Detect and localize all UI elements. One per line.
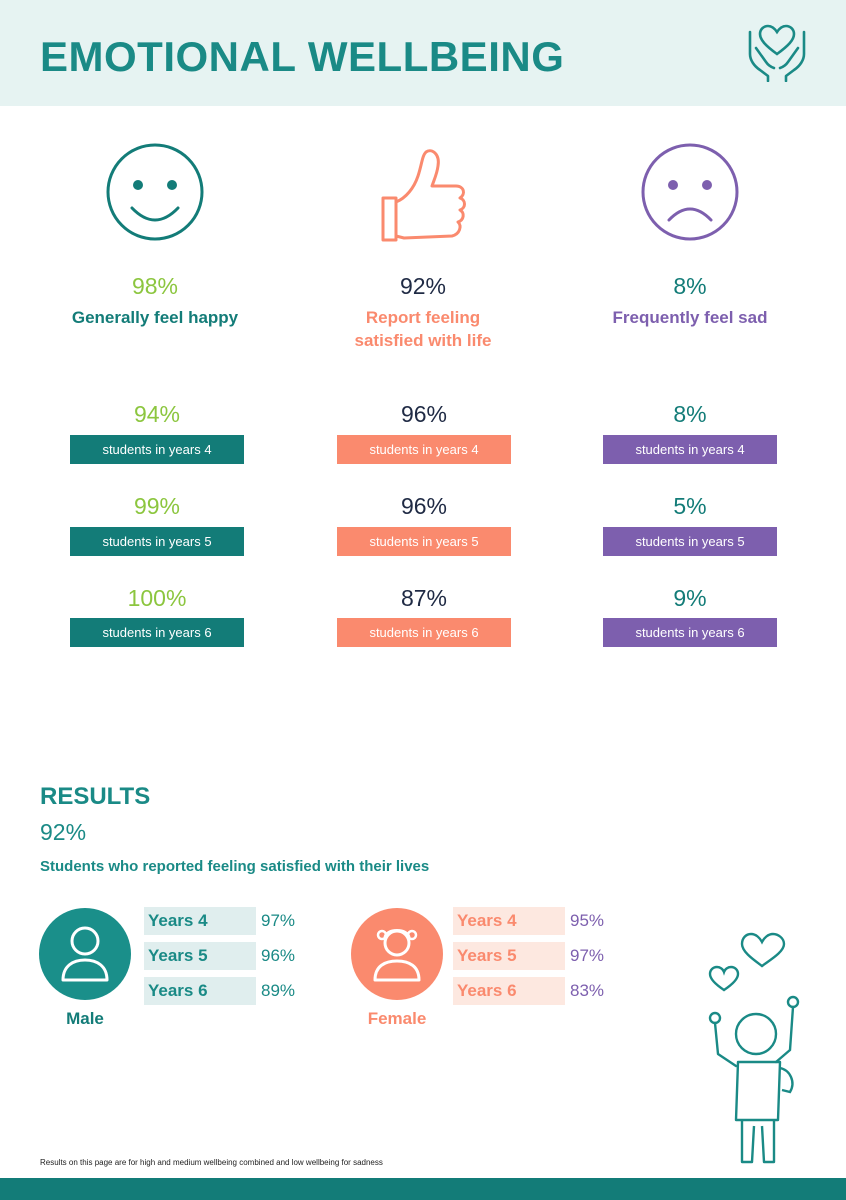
sad-year4-pct: 8% <box>673 401 707 427</box>
female-year6-label: Years 6 <box>453 977 565 1005</box>
results-subtitle: Students who reported feeling satisfied … <box>40 858 430 875</box>
satisfied-year6-pct: 87% <box>400 585 448 611</box>
footnote: Results on this page are for high and me… <box>40 1158 383 1167</box>
thumbs-up-icon <box>381 149 466 242</box>
smiley-face-icon <box>106 143 204 241</box>
sad-year5-label: students in years 5 <box>603 527 777 556</box>
male-avatar <box>39 908 131 1000</box>
sad-column: 8% Frequently feel sad <box>570 140 810 329</box>
hands-holding-heart-icon <box>748 24 806 82</box>
male-year6-label: Years 6 <box>144 977 256 1005</box>
satisfied-year5-label: students in years 5 <box>337 527 511 556</box>
male-year5-label: Years 5 <box>144 942 256 970</box>
female-avatar <box>351 908 443 1000</box>
female-year4-label: Years 4 <box>453 907 565 935</box>
footer-bar <box>0 1178 846 1200</box>
female-year6-pct: 83% <box>570 981 605 1000</box>
male-year4-pct: 97% <box>261 911 296 930</box>
happy-year5-pct: 99% <box>133 493 181 519</box>
happy-year4-pct: 94% <box>133 401 181 427</box>
happy-label: Generally feel happy <box>71 308 239 327</box>
satisfied-percentage: 92% <box>399 273 447 299</box>
female-year4-pct: 95% <box>570 911 605 930</box>
sad-year6-pct: 9% <box>673 585 707 611</box>
satisfied-column: 92% Report feeling satisfied with life <box>303 140 543 352</box>
sad-face-icon <box>641 143 739 241</box>
female-label: Female <box>367 1009 427 1028</box>
female-year5-label: Years 5 <box>453 942 565 970</box>
male-person-icon <box>61 926 109 982</box>
happy-year5-label: students in years 5 <box>70 527 244 556</box>
male-year4-label: Years 4 <box>144 907 256 935</box>
header-banner: EMOTIONAL WELLBEING <box>0 0 846 106</box>
satisfied-label-line1: Report feeling <box>365 308 481 327</box>
sad-year4-label: students in years 4 <box>603 435 777 464</box>
happy-percentage: 98% <box>131 273 179 299</box>
happy-year6-label: students in years 6 <box>70 618 244 647</box>
female-year5-pct: 97% <box>570 946 605 965</box>
satisfied-year6-label: students in years 6 <box>337 618 511 647</box>
male-year5-pct: 96% <box>261 946 296 965</box>
sad-percentage: 8% <box>673 273 707 299</box>
happy-year4-label: students in years 4 <box>70 435 244 464</box>
satisfied-year4-label: students in years 4 <box>337 435 511 464</box>
male-year6-pct: 89% <box>261 981 296 1000</box>
page-title: EMOTIONAL WELLBEING <box>40 33 565 80</box>
male-label: Male <box>66 1009 104 1028</box>
happy-year6-pct: 100% <box>127 585 187 611</box>
results-heading: RESULTS <box>40 783 151 810</box>
female-person-icon <box>373 929 421 982</box>
satisfied-year5-pct: 96% <box>400 493 448 519</box>
sad-year6-label: students in years 6 <box>603 618 777 647</box>
satisfied-year4-pct: 96% <box>400 401 448 427</box>
happy-column: 98% Generally feel happy <box>35 140 275 329</box>
sad-year5-pct: 5% <box>673 493 707 519</box>
results-percentage: 92% <box>40 819 87 845</box>
sad-label: Frequently feel sad <box>612 308 768 327</box>
child-with-hearts-icon <box>708 932 800 1164</box>
satisfied-label-line2: satisfied with life <box>354 331 492 350</box>
